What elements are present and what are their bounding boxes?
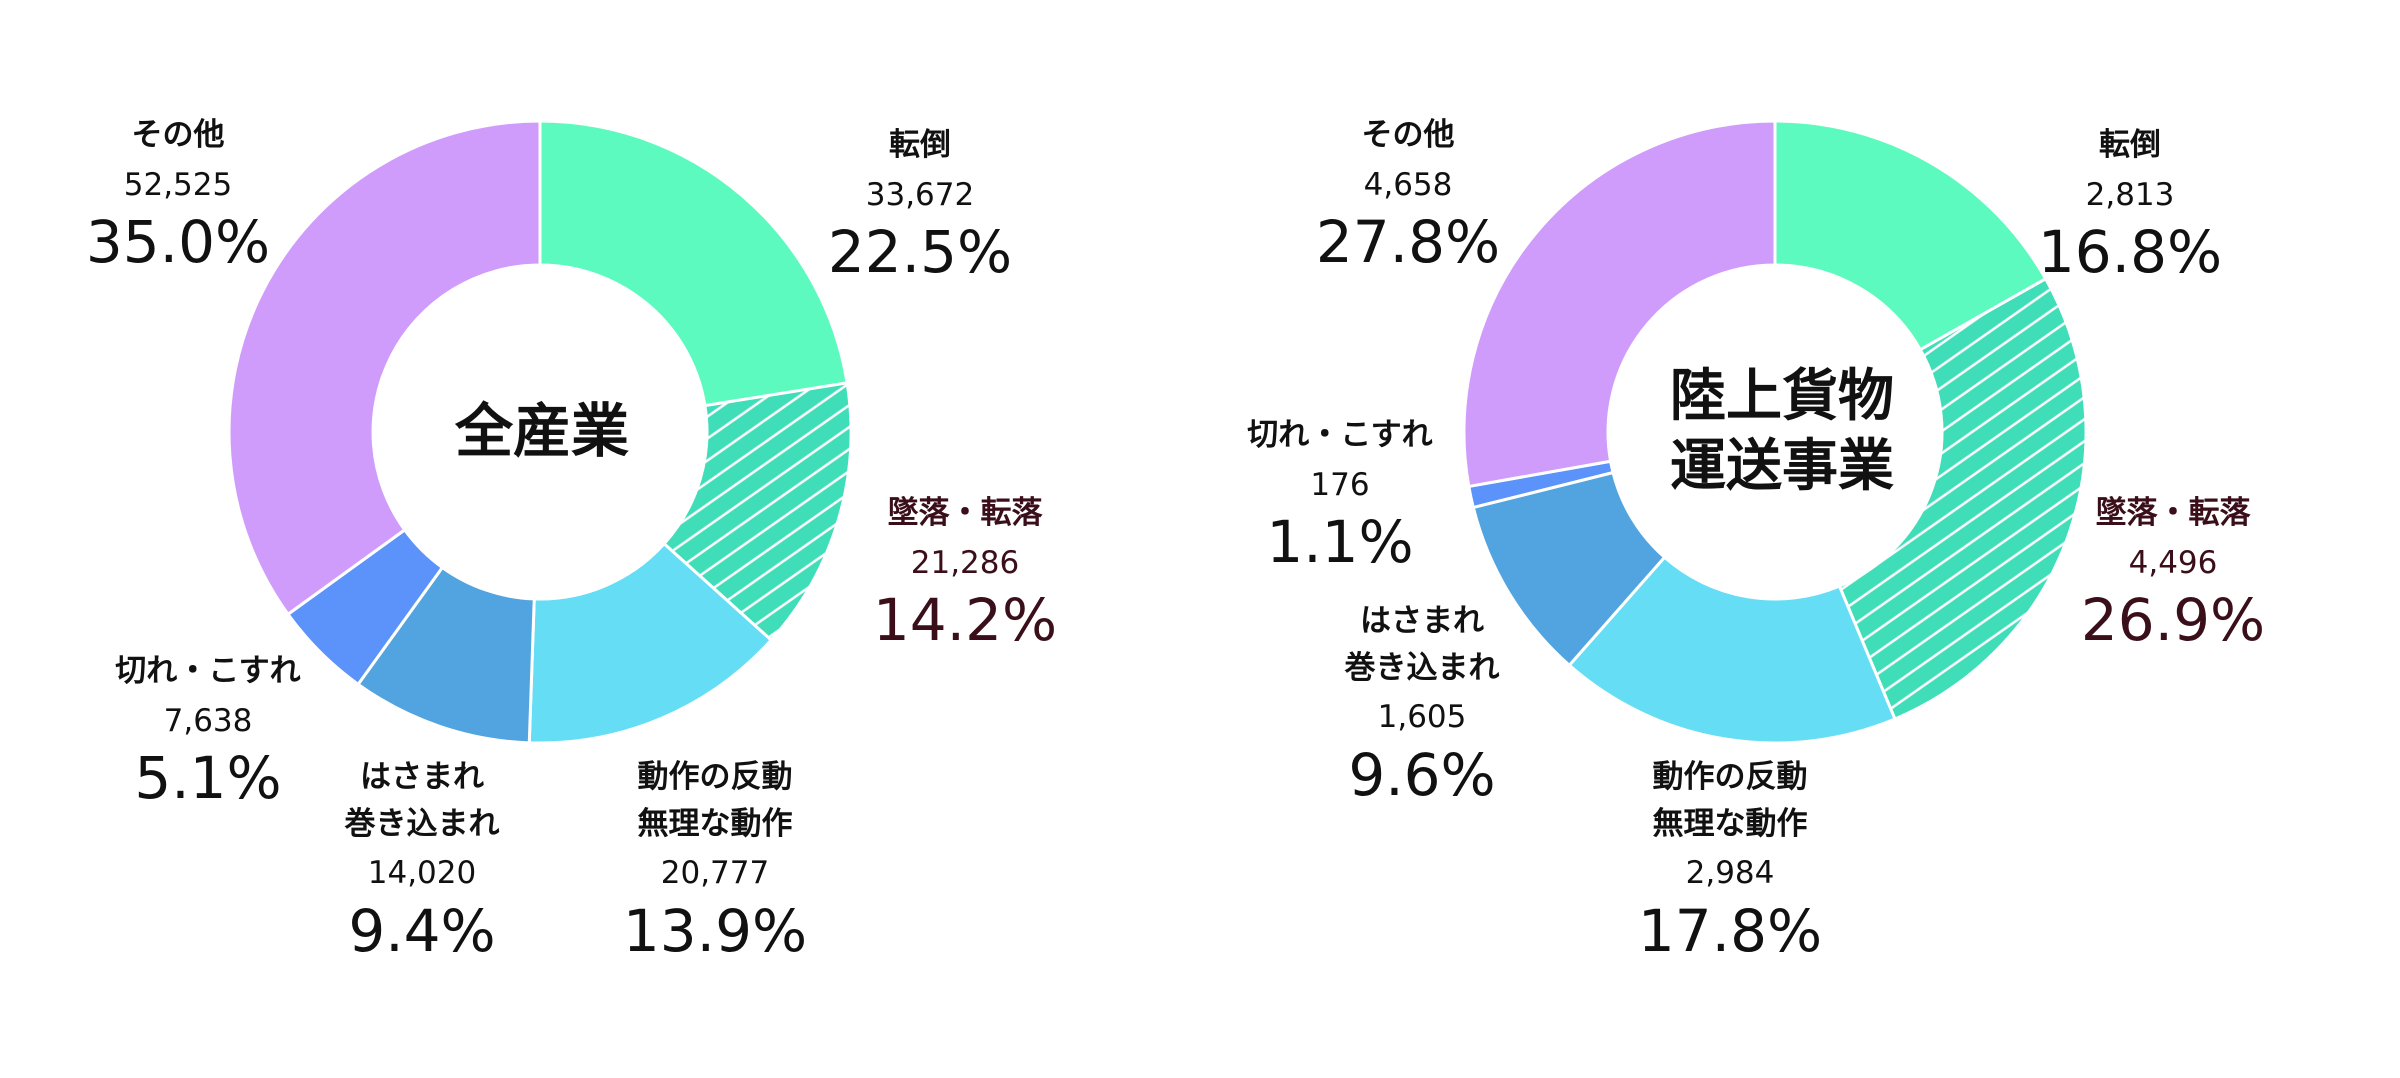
segment-name: 墜落・転落: [2095, 495, 2251, 531]
label-kire-freight: 切れ・こすれ 176 1.1%: [1200, 412, 1480, 571]
segment-name: 転倒: [889, 127, 951, 163]
segment-percent: 16.8%: [2037, 218, 2223, 287]
segment-count: 2,984: [1685, 855, 1775, 891]
segment-count: 176: [1310, 466, 1370, 503]
segment-name-line2: 巻き込まれ: [344, 805, 500, 842]
segment-percent: 17.8%: [1637, 896, 1823, 965]
segment-count: 21,286: [910, 544, 1020, 581]
label-tsuiraku-all: 墜落・転落 21,286 14.2%: [825, 490, 1105, 649]
donut-chart-all-industries: [227, 119, 853, 745]
label-dousa-freight: 動作の反動 無理な動作 2,984 17.8%: [1590, 754, 1870, 960]
segment-count: 14,020: [367, 855, 477, 891]
label-hasamare-freight: はさまれ 巻き込まれ 1,605 9.6%: [1282, 598, 1562, 804]
segment-count: 2,813: [2085, 176, 2175, 213]
segment-percent: 1.1%: [1266, 508, 1414, 577]
donut-chart-land-freight: [1462, 119, 2088, 745]
segment-name-line2: 無理な動作: [1652, 805, 1808, 842]
segment-percent: 14.2%: [872, 586, 1058, 655]
label-sonota-freight: その他 4,658 27.8%: [1268, 112, 1548, 271]
label-tentou-freight: 転倒 2,813 16.8%: [1990, 122, 2270, 281]
donut-segment-dousa: [527, 541, 774, 745]
donut-segment-tsuiraku: [662, 381, 853, 643]
segment-count: 4,658: [1363, 166, 1453, 203]
label-dousa-all: 動作の反動 無理な動作 20,777 13.9%: [575, 754, 855, 960]
segment-percent: 22.5%: [827, 218, 1013, 287]
segment-percent: 26.9%: [2080, 586, 2266, 655]
segment-count: 7,638: [163, 702, 253, 739]
center-label-line: 陸上貨物: [1670, 364, 1894, 429]
segment-count: 20,777: [660, 855, 770, 891]
label-hasamare-all: はさまれ 巻き込まれ 14,020 9.4%: [282, 754, 562, 960]
segment-name: はさまれ: [1360, 603, 1484, 639]
center-label-all-industries: 全産業: [454, 397, 629, 465]
segment-name: 動作の反動: [1652, 759, 1808, 795]
segment-percent: 13.9%: [622, 896, 808, 965]
label-kire-all: 切れ・こすれ 7,638 5.1%: [68, 648, 348, 807]
segment-count: 33,672: [865, 176, 975, 213]
donut-segment-tentou: [1773, 119, 2048, 352]
segment-percent: 9.6%: [1348, 740, 1496, 809]
segment-name: 切れ・こすれ: [1247, 417, 1433, 453]
segment-name: 墜落・転落: [887, 495, 1043, 531]
segment-name-line2: 巻き込まれ: [1344, 649, 1500, 686]
center-label-line: 運送事業: [1670, 434, 1894, 499]
donut-segment-tentou: [538, 119, 849, 408]
donut-segment-sonota: [227, 119, 542, 617]
center-label-land-freight: 陸上貨物 運送事業: [1632, 362, 1932, 502]
donut-segment-tsuiraku: [1837, 276, 2088, 721]
segment-percent: 27.8%: [1315, 208, 1501, 277]
label-tsuiraku-freight: 墜落・転落 4,496 26.9%: [2033, 490, 2313, 649]
segment-name: 転倒: [2099, 127, 2161, 163]
segment-name: 動作の反動: [637, 759, 793, 795]
segment-name: その他: [1361, 117, 1455, 153]
segment-count: 4,496: [2128, 544, 2218, 581]
segment-percent: 9.4%: [348, 896, 496, 965]
label-sonota-all: その他 52,525 35.0%: [38, 112, 318, 271]
donut-segment-sonota: [1462, 119, 1777, 489]
segment-percent: 5.1%: [134, 744, 282, 813]
segment-count: 1,605: [1377, 699, 1467, 735]
segment-count: 52,525: [123, 166, 233, 203]
segment-name: はさまれ: [360, 759, 484, 795]
segment-name: その他: [131, 117, 225, 153]
segment-name: 切れ・こすれ: [115, 653, 301, 689]
segment-name-line2: 無理な動作: [637, 805, 793, 842]
segment-percent: 35.0%: [85, 208, 271, 277]
label-tentou-all: 転倒 33,672 22.5%: [780, 122, 1060, 281]
donut-segment-dousa: [1567, 555, 1897, 745]
